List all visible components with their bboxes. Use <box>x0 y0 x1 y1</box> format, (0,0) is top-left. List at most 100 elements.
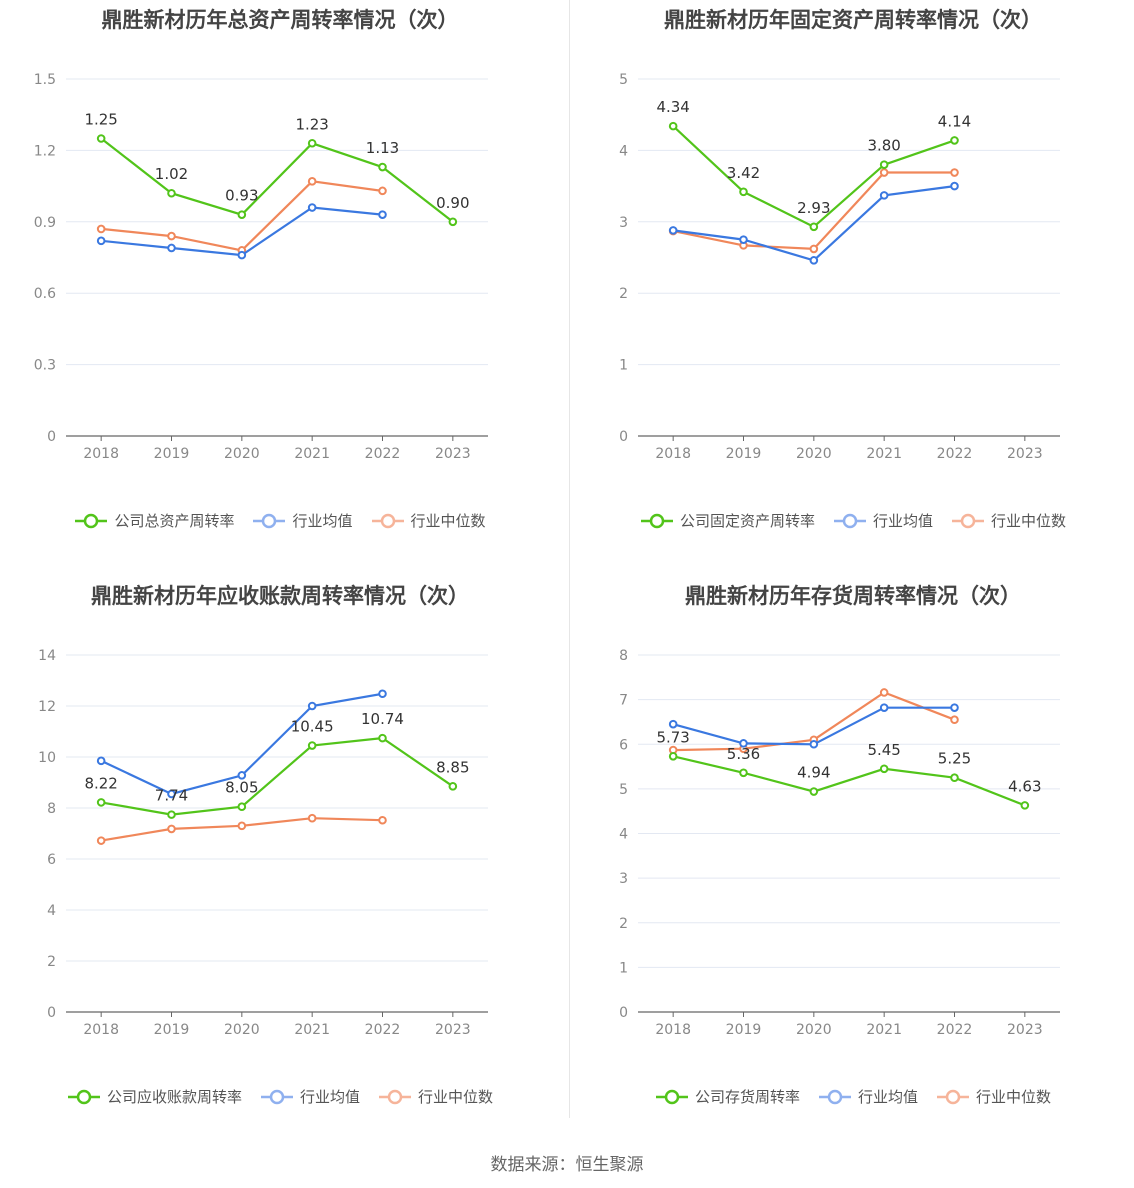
legend-label: 行业中位数 <box>976 1088 1052 1106</box>
point-avg <box>96 236 106 246</box>
legend-item-avg[interactable]: 行业均值 <box>252 510 353 531</box>
data-label: 8.05 <box>225 779 258 797</box>
y-tick-label: 8 <box>47 801 56 817</box>
legend-label: 行业均值 <box>857 1088 918 1106</box>
y-tick-label: 2 <box>47 954 56 970</box>
chart-title: 鼎胜新材历年存货周转率情况（次） <box>685 584 1021 608</box>
legend-avg-icon <box>833 513 866 528</box>
point-company <box>809 787 819 796</box>
panel-divider <box>569 0 570 1118</box>
x-tick-label: 2022 <box>937 446 973 462</box>
chart-legend: 公司应收账款周转率 行业均值 行业中位数 <box>0 1086 560 1107</box>
data-label: 3.42 <box>727 164 760 182</box>
legend-label: 行业中位数 <box>418 1088 494 1106</box>
x-tick-label: 2018 <box>655 446 691 462</box>
point-median <box>96 224 106 234</box>
point-company <box>237 210 247 219</box>
legend-item-company[interactable]: 公司固定资产周转率 <box>640 510 815 531</box>
legend-item-avg[interactable]: 行业均值 <box>260 1086 360 1107</box>
point-company <box>950 773 959 783</box>
data-label: 4.34 <box>656 98 689 116</box>
y-tick-label: 0.9 <box>34 215 56 231</box>
x-tick-label: 2020 <box>796 446 832 462</box>
point-avg <box>739 235 748 244</box>
chart-title: 鼎胜新材历年应收账款周转率情况（次） <box>91 584 469 608</box>
chart-plot: 0 1 2 3 4 5 2018 2019 2020 2021 2022 2023 4.34 3.42 2.… <box>619 72 1060 462</box>
point-median <box>378 186 387 196</box>
y-tick-label: 8 <box>619 648 628 664</box>
legend-median-icon <box>371 513 404 528</box>
x-tick-label: 2018 <box>83 446 119 462</box>
legend-median-icon <box>379 1089 411 1104</box>
point-company <box>307 741 317 750</box>
x-tick-label: 2022 <box>365 1022 401 1038</box>
point-avg <box>237 250 247 260</box>
legend-item-company[interactable]: 公司应收账款周转率 <box>67 1086 242 1107</box>
legend-avg-icon <box>253 513 286 528</box>
point-avg <box>378 210 387 219</box>
legend-median-icon <box>952 513 984 528</box>
legend-item-company[interactable]: 公司总资产周转率 <box>74 510 234 531</box>
chart-title: 鼎胜新材历年固定资产周转率情况（次） <box>664 8 1042 32</box>
point-median <box>96 836 106 845</box>
point-company <box>448 217 458 227</box>
data-label: 1.23 <box>295 115 328 133</box>
y-tick-label: 0 <box>47 1005 56 1021</box>
point-avg <box>167 789 176 799</box>
y-tick-label: 5 <box>619 782 628 798</box>
x-tick-label: 2019 <box>154 1022 190 1038</box>
series-line-company <box>101 736 454 816</box>
point-avg <box>668 226 678 235</box>
point-company <box>879 160 889 169</box>
legend-item-median[interactable]: 行业中位数 <box>378 1086 493 1107</box>
point-company <box>739 768 748 778</box>
point-company <box>448 782 458 791</box>
chart-legend: 公司存货周转率 行业均值 行业中位数 <box>572 1086 1134 1107</box>
y-tick-label: 0 <box>47 429 56 445</box>
data-label: 8.22 <box>84 774 117 792</box>
data-label: 10.45 <box>291 718 334 736</box>
y-tick-label: 6 <box>619 737 628 753</box>
legend-item-median[interactable]: 行业中位数 <box>951 510 1066 531</box>
point-median <box>167 231 176 241</box>
legend-item-median[interactable]: 行业中位数 <box>371 510 486 531</box>
x-tick-label: 2019 <box>726 446 762 462</box>
point-company <box>96 134 106 143</box>
point-avg <box>809 739 819 749</box>
x-tick-label: 2022 <box>937 1022 973 1038</box>
data-label: 5.45 <box>867 741 900 759</box>
data-label: 5.25 <box>938 750 971 768</box>
y-tick-label: 14 <box>38 648 56 664</box>
x-tick-label: 2023 <box>1007 1022 1043 1038</box>
point-avg <box>950 181 959 191</box>
series-line-company <box>672 755 1026 807</box>
legend-item-avg[interactable]: 行业均值 <box>833 510 933 531</box>
point-median <box>809 244 819 254</box>
y-tick-label: 0.6 <box>34 286 56 302</box>
point-median <box>307 177 317 186</box>
legend-item-avg[interactable]: 行业均值 <box>818 1086 918 1107</box>
legend-company-icon <box>75 513 108 528</box>
x-tick-label: 2019 <box>726 1022 762 1038</box>
chart-legend: 公司总资产周转率 行业均值 行业中位数 <box>0 510 560 531</box>
data-label: 5.73 <box>656 728 689 746</box>
x-tick-label: 2020 <box>224 446 260 462</box>
point-median <box>950 715 959 725</box>
legend-label: 行业均值 <box>292 512 353 530</box>
point-avg <box>950 703 959 712</box>
x-tick-label: 2020 <box>796 1022 832 1038</box>
legend-item-median[interactable]: 行业中位数 <box>936 1086 1051 1107</box>
y-tick-label: 0 <box>619 1005 628 1021</box>
point-avg <box>378 689 387 699</box>
point-company <box>307 138 317 148</box>
legend-label: 行业均值 <box>872 512 933 530</box>
y-tick-label: 0.3 <box>34 358 56 374</box>
x-tick-label: 2019 <box>154 446 190 462</box>
legend-item-company[interactable]: 公司存货周转率 <box>655 1086 800 1107</box>
y-tick-label: 3 <box>619 871 628 887</box>
legend-label: 公司固定资产周转率 <box>679 512 815 530</box>
data-label: 10.74 <box>361 710 404 728</box>
legend-label: 公司存货周转率 <box>694 1088 800 1106</box>
chart-plot: 0 0.3 0.6 0.9 1.2 1.5 2018 2019 2020 2021 2022 2023… <box>34 72 488 462</box>
point-company <box>809 222 819 232</box>
